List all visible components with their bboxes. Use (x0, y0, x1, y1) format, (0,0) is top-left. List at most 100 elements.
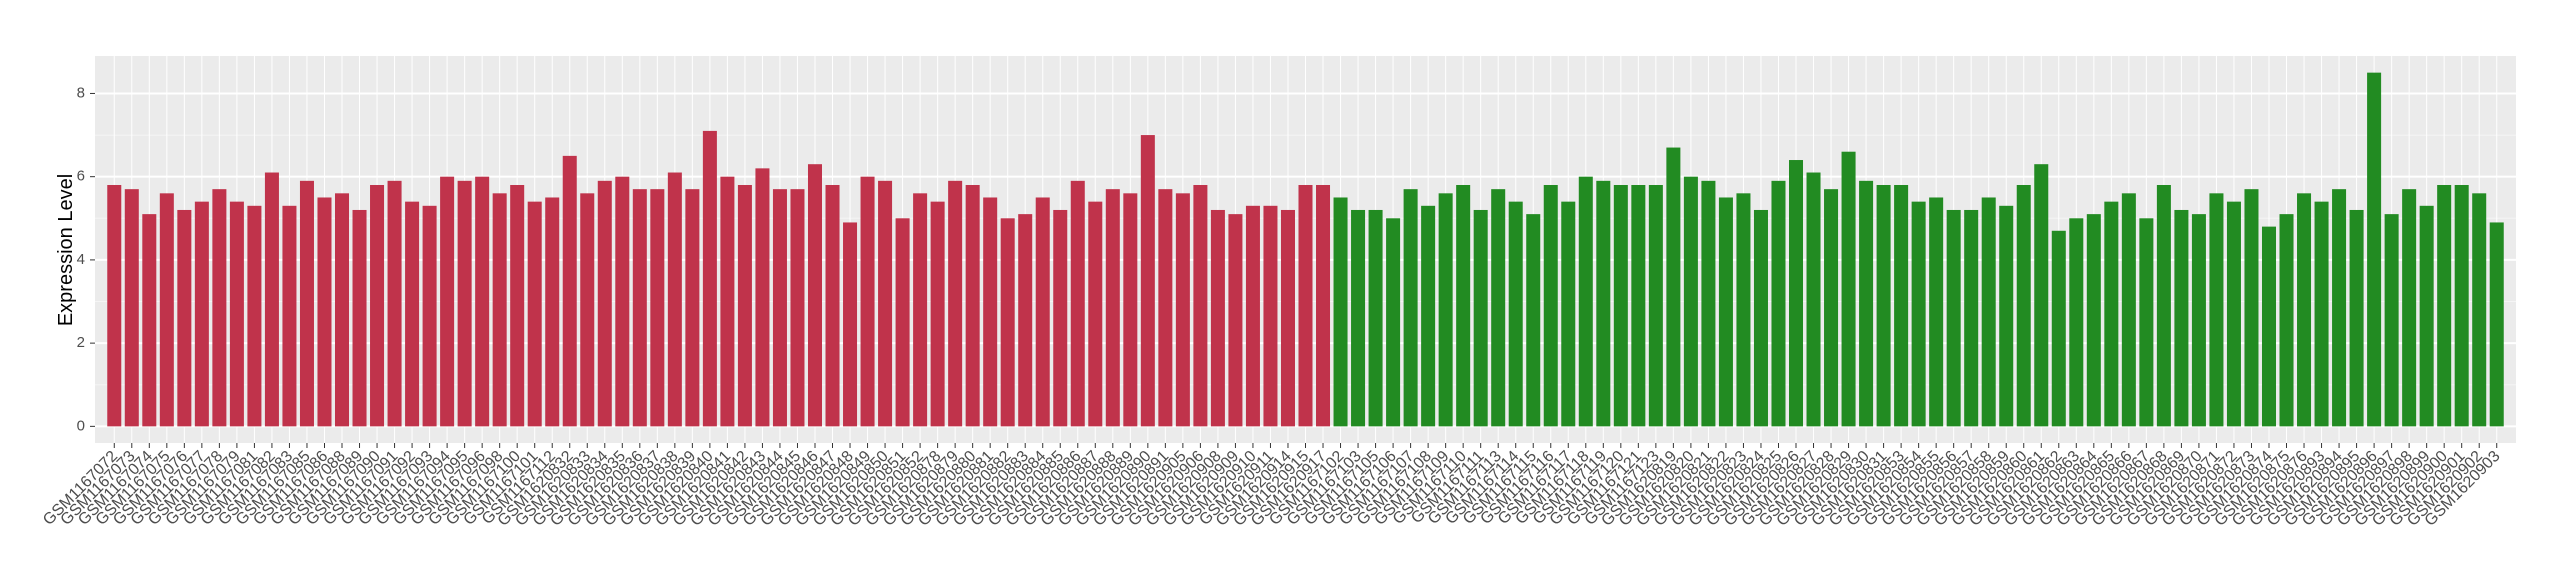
bar (2139, 218, 2154, 427)
bar (492, 193, 507, 427)
bar (405, 201, 420, 427)
bar (2086, 214, 2101, 427)
bar (1999, 205, 2014, 427)
bar (1771, 180, 1786, 427)
bar (1158, 189, 1173, 427)
bar (1648, 185, 1663, 427)
bar (1666, 147, 1681, 427)
bar (2244, 189, 2259, 427)
bar (1736, 193, 1751, 427)
bar (142, 214, 157, 427)
bar (1491, 189, 1506, 427)
bar (1613, 185, 1628, 427)
bar (1788, 160, 1804, 427)
bar (299, 180, 314, 427)
bar (2191, 214, 2206, 427)
bar (1543, 185, 1558, 427)
bar (685, 189, 700, 427)
y-tick-label: 6 (77, 168, 85, 185)
bar (1333, 197, 1348, 427)
bar (1894, 185, 1909, 427)
bar (2034, 164, 2049, 427)
bar (1105, 189, 1120, 427)
bar (667, 172, 682, 427)
bar (615, 176, 630, 427)
bar (2156, 185, 2171, 427)
bar (229, 201, 244, 427)
bar (194, 201, 209, 427)
bar (107, 185, 122, 427)
bar (1841, 151, 1856, 427)
bar (650, 189, 665, 427)
bar (317, 197, 332, 427)
bar (2332, 189, 2347, 427)
bar (545, 197, 560, 427)
bar (720, 176, 735, 427)
bar (2121, 193, 2136, 427)
bar (1403, 189, 1418, 427)
bar (825, 185, 840, 427)
bar (1911, 201, 1926, 427)
bar (1631, 185, 1646, 427)
bar (2174, 209, 2189, 427)
bar (440, 176, 455, 427)
y-tick-label: 4 (77, 251, 85, 268)
y-axis-title: Expression Level (55, 174, 77, 326)
bar (597, 180, 612, 427)
bar (1701, 180, 1716, 427)
bar (1175, 193, 1190, 427)
bar (930, 201, 945, 427)
bar (1578, 176, 1593, 427)
bar (177, 209, 192, 427)
bar (1140, 135, 1155, 427)
bar (1351, 209, 1366, 427)
y-tick-label: 2 (77, 334, 85, 351)
bar (334, 193, 350, 427)
bar (124, 189, 139, 427)
bar (1070, 180, 1085, 427)
bar (247, 205, 262, 427)
bar (422, 205, 437, 427)
bar (1753, 209, 1768, 427)
bar (1596, 180, 1611, 427)
bar (2367, 72, 2382, 427)
bar (1368, 209, 1383, 427)
bar (1824, 189, 1839, 427)
bar (475, 176, 490, 427)
bar (2069, 218, 2084, 427)
bar (562, 155, 577, 427)
bar (212, 189, 227, 427)
bar (282, 205, 297, 427)
bar (983, 197, 998, 427)
bar (2226, 201, 2241, 427)
bar (2454, 185, 2469, 427)
bar (1981, 197, 1996, 427)
bar (2402, 189, 2417, 427)
bar (948, 180, 963, 427)
bar (1421, 205, 1436, 427)
bar (1000, 218, 1015, 427)
bar (632, 189, 647, 427)
bar (1245, 205, 1260, 427)
bar (1876, 185, 1891, 427)
bar (1526, 214, 1541, 427)
bar (878, 180, 893, 427)
bar (790, 189, 805, 427)
bar (352, 209, 367, 427)
bar (1859, 180, 1874, 427)
bar (370, 185, 385, 427)
bar (1298, 185, 1313, 427)
bar (1561, 201, 1576, 427)
bar (510, 185, 525, 427)
bar (2314, 201, 2329, 427)
bar (702, 130, 717, 427)
bar (2279, 214, 2294, 427)
bar (1806, 172, 1821, 427)
bar (1263, 205, 1278, 427)
y-tick-label: 0 (77, 417, 85, 434)
bar (2419, 205, 2434, 427)
bar (2384, 214, 2399, 427)
bar (1123, 193, 1138, 427)
bar (1228, 214, 1243, 427)
